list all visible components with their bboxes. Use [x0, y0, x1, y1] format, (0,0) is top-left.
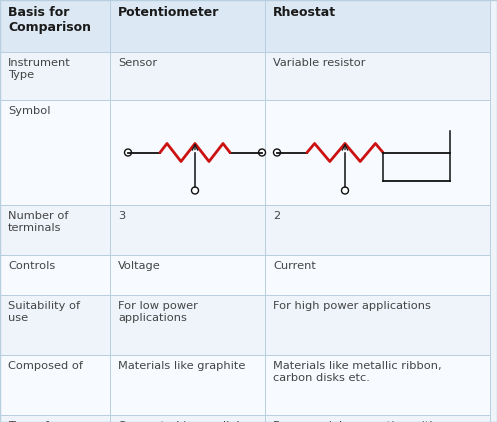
- Bar: [0, 355, 110, 415]
- Text: For high power applications: For high power applications: [273, 301, 431, 311]
- Text: Number of
terminals: Number of terminals: [8, 211, 69, 233]
- Bar: [110, 205, 265, 255]
- Text: Variable resistor: Variable resistor: [273, 58, 365, 68]
- Bar: [110, 415, 265, 422]
- Text: Voltage: Voltage: [118, 261, 161, 271]
- Circle shape: [125, 149, 132, 156]
- Text: Suitability of
use: Suitability of use: [8, 301, 80, 322]
- Text: Basis for
Comparison: Basis for Comparison: [8, 6, 91, 34]
- Bar: [110, 295, 265, 355]
- Bar: [0, 0, 110, 52]
- Bar: [0, 295, 110, 355]
- Bar: [265, 415, 490, 422]
- Bar: [110, 0, 265, 52]
- Bar: [265, 295, 490, 355]
- Circle shape: [258, 149, 265, 156]
- Bar: [0, 100, 110, 205]
- Text: Current: Current: [273, 261, 316, 271]
- Circle shape: [191, 187, 198, 194]
- Bar: [265, 100, 490, 205]
- Text: For low power
applications: For low power applications: [118, 301, 198, 322]
- Bar: [265, 0, 490, 52]
- Bar: [265, 255, 490, 295]
- Text: Forms serial connection with
the circuit.: Forms serial connection with the circuit…: [273, 421, 437, 422]
- Bar: [0, 52, 110, 100]
- Circle shape: [341, 187, 348, 194]
- Text: 3: 3: [118, 211, 125, 221]
- Circle shape: [273, 149, 280, 156]
- Bar: [110, 52, 265, 100]
- Text: Sensor: Sensor: [118, 58, 157, 68]
- Text: Symbol: Symbol: [8, 106, 51, 116]
- Bar: [110, 100, 265, 205]
- Bar: [265, 52, 490, 100]
- Bar: [110, 255, 265, 295]
- Text: Materials like graphite: Materials like graphite: [118, 361, 246, 371]
- Text: Composed of: Composed of: [8, 361, 83, 371]
- Text: Type of
connection: Type of connection: [8, 421, 71, 422]
- Text: Controls: Controls: [8, 261, 55, 271]
- Text: Potentiometer: Potentiometer: [118, 6, 219, 19]
- Bar: [265, 355, 490, 415]
- Text: Instrument
Type: Instrument Type: [8, 58, 71, 80]
- Text: 2: 2: [273, 211, 280, 221]
- Bar: [110, 355, 265, 415]
- Text: Connected in parallel
with the circuit.: Connected in parallel with the circuit.: [118, 421, 240, 422]
- Bar: [0, 415, 110, 422]
- Bar: [0, 205, 110, 255]
- Bar: [0, 255, 110, 295]
- Text: Rheostat: Rheostat: [273, 6, 336, 19]
- Text: Materials like metallic ribbon,
carbon disks etc.: Materials like metallic ribbon, carbon d…: [273, 361, 442, 383]
- Bar: [265, 205, 490, 255]
